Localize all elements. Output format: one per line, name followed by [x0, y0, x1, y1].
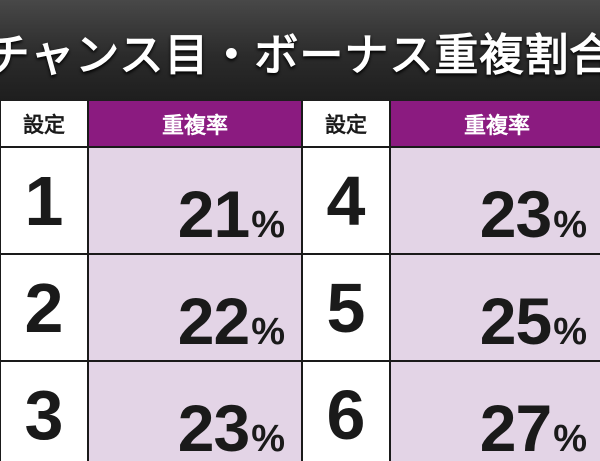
rate-cell: 23%: [391, 148, 600, 253]
percent-unit: %: [251, 418, 285, 460]
percent-unit: %: [553, 418, 587, 460]
rate-cell: 25%: [391, 255, 600, 360]
setting-cell: 5: [303, 255, 389, 360]
rate-cell: 21%: [89, 148, 301, 253]
setting-cell: 4: [303, 148, 389, 253]
rate-value: 21: [177, 177, 250, 251]
rate-cell: 23%: [89, 362, 301, 461]
rate-cell: 22%: [89, 255, 301, 360]
rate-value: 22: [177, 284, 250, 358]
setting-header-right: 設定: [303, 101, 389, 146]
percent-unit: %: [553, 204, 587, 246]
setting-cell: 3: [1, 362, 87, 461]
setting-header-left: 設定: [1, 101, 87, 146]
rate-value: 23: [177, 391, 250, 461]
rate-cell: 27%: [391, 362, 600, 461]
title-bar: チャンス目・ボーナス重複割合: [0, 0, 600, 101]
percent-unit: %: [251, 311, 285, 353]
percent-unit: %: [553, 311, 587, 353]
page-title: チャンス目・ボーナス重複割合: [0, 29, 600, 81]
setting-cell: 1: [1, 148, 87, 253]
overlap-rate-table: 設定 重複率 設定 重複率 1 21% 4 23% 2 22% 5 25% 3 …: [0, 101, 600, 461]
rate-header-left: 重複率: [89, 101, 301, 146]
setting-cell: 2: [1, 255, 87, 360]
rate-header-right: 重複率: [391, 101, 600, 146]
rate-value: 23: [479, 177, 552, 251]
setting-cell: 6: [303, 362, 389, 461]
rate-value: 25: [479, 284, 552, 358]
percent-unit: %: [251, 204, 285, 246]
rate-value: 27: [479, 391, 552, 461]
